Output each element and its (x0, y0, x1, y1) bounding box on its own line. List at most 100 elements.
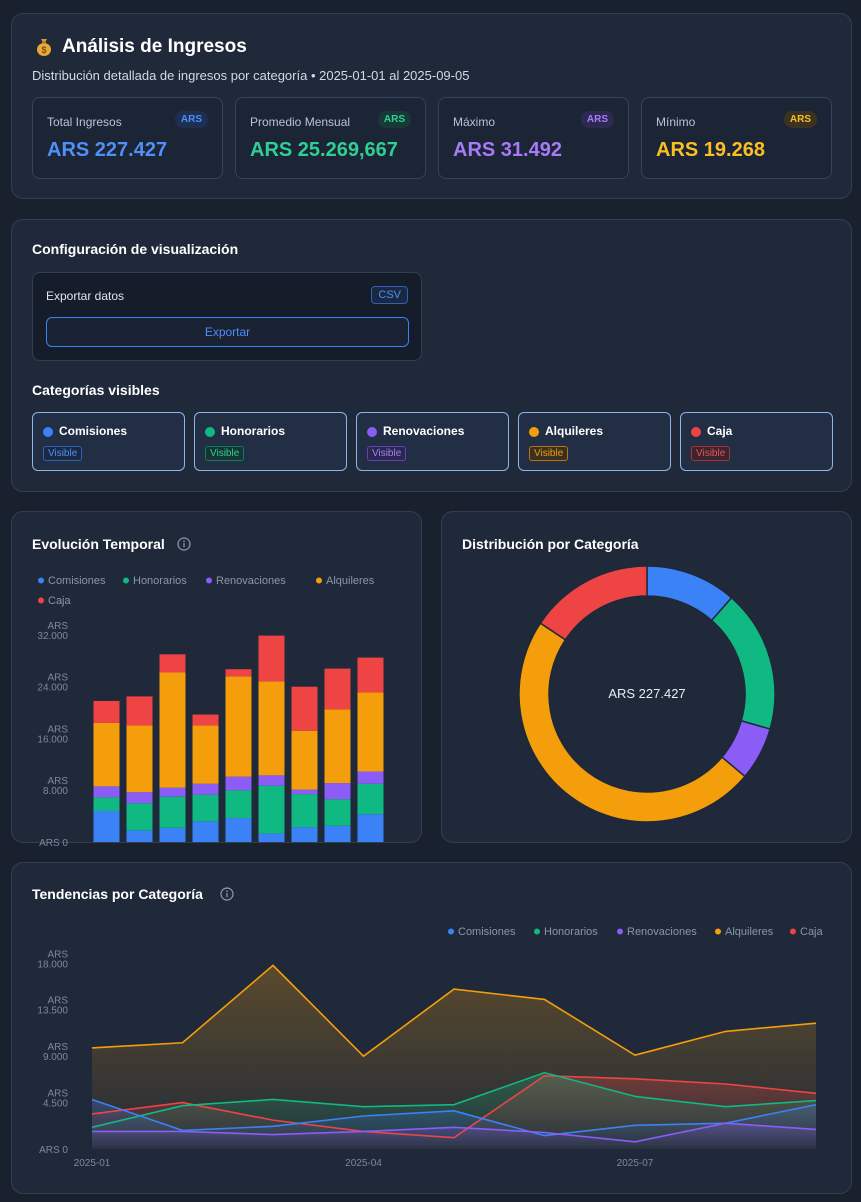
bar-segment[interactable] (324, 668, 351, 710)
donut-center-label: ARS 227.427 (608, 686, 685, 701)
series-line[interactable] (91, 1098, 817, 1137)
bar-segment[interactable] (159, 796, 186, 828)
x-tick-label: 2025-07 (286, 851, 323, 852)
y-tick-label: ARS (47, 621, 68, 632)
bar-segment[interactable] (126, 792, 153, 804)
bar-segment[interactable] (324, 799, 351, 826)
export-button[interactable]: Exportar (46, 317, 409, 347)
bar-segment[interactable] (357, 771, 384, 784)
export-format-badge[interactable]: CSV (371, 286, 408, 304)
bar-segment[interactable] (324, 825, 351, 842)
bar-segment[interactable] (357, 657, 384, 693)
category-name: Alquileres (545, 424, 604, 438)
legend-item[interactable]: Comisiones (48, 575, 106, 587)
title-row: $ Análisis de Ingresos (34, 36, 247, 58)
x-tick-label: 2025-05 (220, 851, 257, 852)
legend-item[interactable]: Caja (800, 926, 824, 938)
legend-item[interactable]: Renovaciones (627, 926, 697, 938)
category-toggle-honorarios[interactable]: Honorarios Visible (194, 412, 347, 471)
trends-title: Tendencias por Categoría (32, 886, 203, 902)
bar-segment[interactable] (291, 789, 318, 795)
y-tick-label: ARS (47, 776, 68, 787)
bar-segment[interactable] (258, 775, 285, 786)
bar-segment[interactable] (258, 681, 285, 776)
legend-item[interactable]: Caja (48, 595, 72, 607)
category-toggle-alquileres[interactable]: Alquileres Visible (518, 412, 671, 471)
bar-segment[interactable] (357, 692, 384, 772)
info-icon[interactable] (220, 887, 234, 901)
bar-segment[interactable] (93, 797, 120, 811)
category-toggle-caja[interactable]: Caja Visible (680, 412, 833, 471)
bar-segment[interactable] (291, 794, 318, 828)
export-label: Exportar datos (46, 289, 125, 303)
category-toggle-comisiones[interactable]: Comisiones Visible (32, 412, 185, 471)
x-tick-label: 2025-09 (352, 851, 389, 852)
legend-swatch (790, 928, 796, 935)
evolution-title: Evolución Temporal (32, 536, 165, 552)
color-dot (205, 427, 215, 437)
stat-label: Total Ingresos (47, 115, 122, 129)
series-line[interactable] (91, 964, 817, 1058)
bar-segment[interactable] (159, 827, 186, 842)
bar-segment[interactable] (225, 818, 252, 842)
bar-segment[interactable] (357, 814, 384, 842)
bar-segment[interactable] (93, 786, 120, 798)
y-tick-label: ARS (47, 1089, 68, 1100)
legend-item[interactable]: Honorarios (544, 926, 598, 938)
bar-segment[interactable] (357, 783, 384, 815)
stat-label: Mínimo (656, 115, 696, 129)
legend-item[interactable]: Honorarios (133, 575, 187, 587)
legend-swatch (316, 577, 322, 584)
bar-segment[interactable] (126, 696, 153, 726)
visible-badge: Visible (691, 446, 731, 461)
pie-slice[interactable] (539, 565, 648, 641)
stat-value: ARS 25.269,667 (250, 139, 398, 161)
legend-item[interactable]: Renovaciones (216, 575, 286, 587)
bar-segment[interactable] (126, 725, 153, 793)
bar-segment[interactable] (192, 725, 219, 784)
pie-slice[interactable] (518, 622, 746, 823)
series-line[interactable] (91, 1071, 817, 1129)
bar-segment[interactable] (126, 830, 153, 842)
stat-minimum: Mínimo ARS ARS 19.268 (641, 97, 832, 179)
category-toggle-renovaciones[interactable]: Renovaciones Visible (356, 412, 509, 471)
legend-item[interactable]: Comisiones (458, 926, 516, 938)
config-title: Configuración de visualización (32, 241, 239, 257)
bar-segment[interactable] (291, 827, 318, 842)
bar-segment[interactable] (93, 700, 120, 723)
bar-segment[interactable] (258, 635, 285, 682)
bar-segment[interactable] (324, 709, 351, 784)
bar-segment[interactable] (225, 669, 252, 677)
bar-segment[interactable] (258, 833, 285, 842)
bar-segment[interactable] (225, 676, 252, 777)
bar-segment[interactable] (225, 776, 252, 791)
bar-segment[interactable] (159, 672, 186, 788)
bar-segment[interactable] (291, 686, 318, 731)
bar-segment[interactable] (192, 783, 219, 795)
legend-swatch (38, 597, 44, 604)
color-dot (367, 427, 377, 437)
info-icon[interactable] (177, 537, 191, 551)
series-line[interactable] (92, 1122, 817, 1143)
bar-segment[interactable] (324, 783, 351, 800)
bar-segment[interactable] (93, 810, 120, 842)
bar-segment[interactable] (225, 790, 252, 819)
legend-swatch (617, 928, 623, 935)
legend-item[interactable]: Alquileres (326, 575, 375, 587)
bar-segment[interactable] (258, 785, 285, 834)
legend-item[interactable]: Alquileres (725, 926, 774, 938)
y-tick-label: 16.000 (37, 734, 68, 745)
trends-card: Tendencias por Categoría Comisiones Honor… (11, 862, 852, 1194)
pie-slice[interactable] (710, 596, 776, 730)
bar-segment[interactable] (93, 722, 120, 787)
bar-segment[interactable] (159, 787, 186, 797)
bar-segment[interactable] (192, 714, 219, 726)
series-line[interactable] (91, 1074, 817, 1139)
bar-segment[interactable] (192, 821, 219, 842)
bar-segment[interactable] (192, 794, 219, 822)
bar-segment[interactable] (159, 654, 186, 673)
bar-segment[interactable] (126, 803, 153, 831)
color-dot (529, 427, 539, 437)
bar-segment[interactable] (291, 730, 318, 790)
legend-swatch (123, 577, 129, 584)
